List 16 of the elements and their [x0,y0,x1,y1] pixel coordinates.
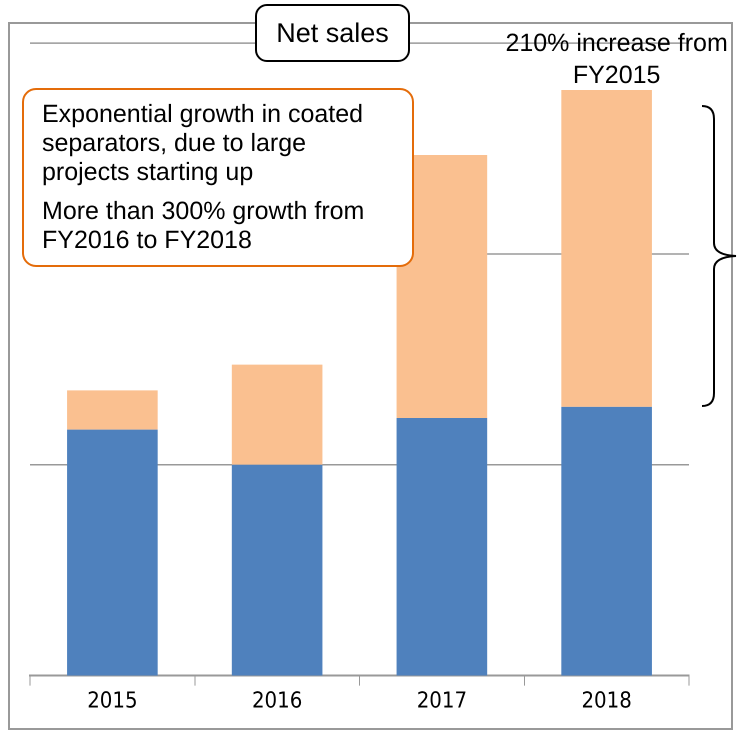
bar [561,406,652,676]
bar [67,430,158,676]
bar [67,390,158,430]
x-tick-label: 2016 [252,688,302,714]
x-tick-label: 2018 [581,688,632,714]
bar [232,464,322,676]
x-tick-label: 2017 [416,688,468,714]
annotation: More than 300% growth from FY2016 to FY2018 [42,197,366,255]
annotation: Exponential growth in coated separators, due to large projects starting up [42,100,364,187]
annotation: 210% increase from FY2015 [504,28,729,91]
x-tick-label: 2015 [87,688,138,714]
bar [561,90,652,407]
bar [396,418,488,676]
bar [232,364,322,465]
chart-title: Net sales [255,4,410,62]
bar [396,155,488,418]
